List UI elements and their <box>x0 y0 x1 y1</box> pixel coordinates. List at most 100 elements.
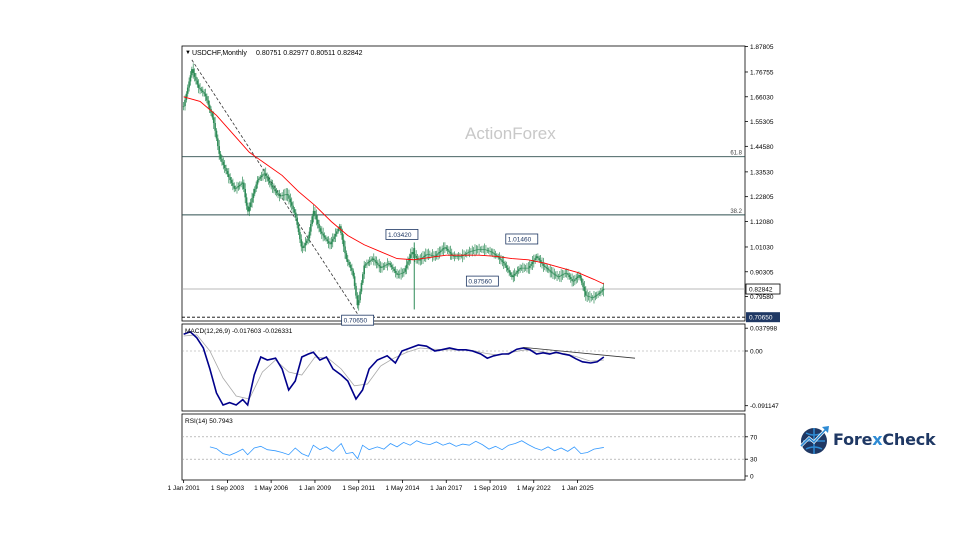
candle-body <box>389 263 391 266</box>
candle-body <box>501 260 504 262</box>
candle-body <box>552 272 554 274</box>
candle-body <box>565 272 568 274</box>
candle-body <box>486 250 489 251</box>
candle-body <box>431 255 434 256</box>
candle-body <box>482 249 484 250</box>
candle-body <box>558 276 561 277</box>
candle-body <box>572 280 575 282</box>
time-axis-label: 1 Sep 2011 <box>342 485 375 492</box>
candle-body <box>326 239 329 242</box>
candle-body <box>314 210 316 216</box>
rsi-label: RSI(14) 50.7943 <box>185 418 233 425</box>
candle-body <box>197 84 200 88</box>
candle-body <box>401 272 404 274</box>
candle-body <box>390 265 393 268</box>
forexcheck-wordmark: ForexCheck <box>833 430 936 449</box>
candle-body <box>415 255 417 258</box>
forexcheck-logo: ForexCheck <box>798 424 936 456</box>
price-annotation-box <box>465 275 499 287</box>
macd-line <box>183 330 605 407</box>
time-axis-label: 1 Sep 2019 <box>473 485 507 492</box>
candle-body <box>584 291 587 296</box>
brand-x: x <box>872 430 883 449</box>
candle-body <box>396 272 398 275</box>
brand-part2: Check <box>882 430 936 449</box>
candle-body <box>494 254 497 256</box>
candle-body <box>548 269 550 271</box>
candle-body <box>446 248 449 251</box>
price-axis-label: 1.76755 <box>750 69 774 76</box>
candle-body <box>353 276 356 286</box>
candle-body <box>217 138 219 147</box>
candle-body <box>407 261 409 265</box>
candle-body <box>296 217 298 225</box>
candle-body <box>474 250 476 251</box>
candle-body <box>266 175 268 179</box>
candle-body <box>304 243 307 246</box>
price-annotation-label: 0.70650 <box>344 318 368 325</box>
macd-axis-label: 0.037998 <box>750 326 777 333</box>
candle-body <box>315 215 318 220</box>
candle-body <box>481 249 483 250</box>
candle-body <box>418 259 420 261</box>
candle-body <box>211 113 214 118</box>
candle-body <box>322 233 324 236</box>
symbol-dropdown-icon[interactable]: ▼ <box>185 50 191 56</box>
candle-body <box>453 256 456 257</box>
time-axis-label: 1 Jan 2017 <box>430 485 463 492</box>
candle-body <box>333 236 335 240</box>
candle-body <box>273 187 275 190</box>
candle-body <box>331 239 334 242</box>
candle-body <box>438 251 441 254</box>
candle-body <box>598 292 601 294</box>
candle-body <box>249 202 252 207</box>
candle-body <box>182 106 185 107</box>
candle-body <box>490 251 493 253</box>
candle-body <box>409 254 412 258</box>
candle-body <box>393 269 396 271</box>
candle-body <box>316 219 319 224</box>
price-axis-label: 1.01030 <box>750 244 774 251</box>
candle-body <box>238 184 241 187</box>
candle-body <box>270 183 272 186</box>
time-axis-label: 1 May 2014 <box>385 485 419 492</box>
candle-body <box>511 274 513 278</box>
candle-body <box>569 277 572 280</box>
price-axis-label: 1.12080 <box>750 219 774 226</box>
macd-plot-layer <box>182 330 745 407</box>
candle-body <box>262 174 264 176</box>
price-axis-label: 1.87805 <box>750 44 774 51</box>
candle-body <box>505 265 508 268</box>
candle-body <box>352 270 355 277</box>
dashed-trendline <box>191 59 358 315</box>
candle-body <box>478 249 480 250</box>
candle-body <box>556 275 558 277</box>
candle-body <box>526 267 528 269</box>
candle-body <box>229 177 231 181</box>
candle-body <box>341 232 344 240</box>
candle-body <box>226 171 229 175</box>
candle-body <box>244 189 246 198</box>
candle-body <box>539 260 542 263</box>
candle-body <box>344 246 346 254</box>
candle-body <box>201 90 204 93</box>
macd-axis-label: -0.091147 <box>750 403 779 410</box>
candle-body <box>360 282 363 292</box>
candle-body <box>398 273 401 275</box>
candle-body <box>392 267 394 270</box>
candle-body <box>222 161 225 165</box>
rsi-axis-label: 30 <box>750 457 758 464</box>
candle-body <box>334 233 337 237</box>
candle-body <box>545 266 547 269</box>
candle-body <box>567 273 569 276</box>
candle-body <box>292 205 294 210</box>
candle-body <box>234 188 237 189</box>
candle-body <box>483 249 486 250</box>
candle-body <box>475 249 478 251</box>
candle-body <box>583 286 586 292</box>
candle-body <box>388 263 390 264</box>
candle-body <box>467 252 469 254</box>
candle-body <box>543 265 546 267</box>
chart-header-ohlc: 0.80751 0.82977 0.80511 0.82842 <box>256 50 363 57</box>
candle-body <box>275 191 278 194</box>
